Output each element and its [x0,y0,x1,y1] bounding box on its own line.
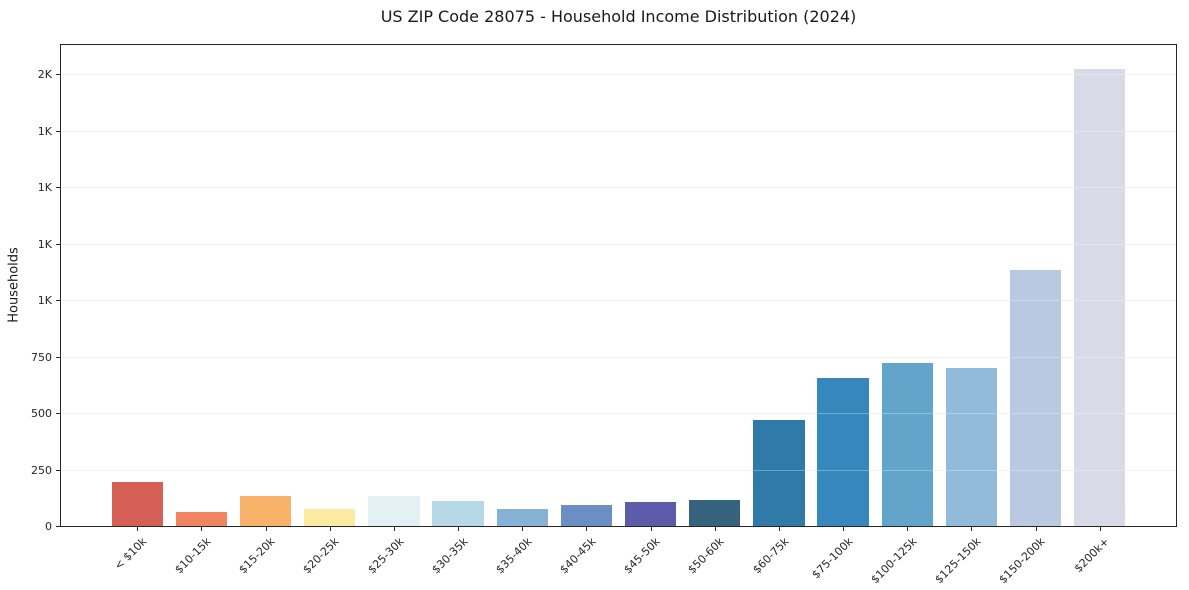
y-tick-label: 1K [37,294,52,308]
x-tick-mark [393,527,395,531]
y-gridline-overlay [61,187,1176,189]
x-tick-label: $40-45k [557,535,599,577]
bar [304,509,356,526]
x-tick-label: $75-100k [809,535,856,582]
x-tick-mark [714,527,716,531]
y-gridline [61,130,1176,132]
y-gridline [61,469,1176,471]
x-tick-label: $35-40k [493,535,535,577]
bar [624,501,677,526]
y-tick-mark [56,300,60,302]
x-tick-mark [971,527,973,531]
y-tick-label: 1K [37,181,52,195]
y-tick-mark [56,243,60,245]
bar [111,481,163,526]
y-gridline [61,74,1176,76]
y-gridline [61,243,1176,245]
y-gridline-overlay [61,469,1176,471]
y-tick-label: 750 [31,350,52,364]
x-tick-mark [522,527,524,531]
x-tick-mark [137,527,139,531]
x-tick-mark [265,527,267,531]
bar [1009,269,1062,526]
x-tick-label: $150-200k [996,535,1048,587]
bar [368,496,420,526]
x-tick-mark [586,527,588,531]
y-tick-mark [56,526,60,527]
bar [945,367,997,526]
y-gridline [61,413,1176,415]
bar [1073,68,1126,526]
y-gridline-overlay [61,243,1176,245]
x-tick-label: $25-30k [364,535,407,577]
y-gridline-overlay [61,130,1176,132]
chart-title: US ZIP Code 28075 - Household Income Dis… [380,7,857,26]
y-gridline [61,356,1176,358]
x-tick-label: $100-125k [868,535,920,587]
y-tick-mark [56,130,60,132]
bar [753,419,805,526]
x-tick-label: $45-50k [621,535,663,577]
y-gridline-overlay [61,300,1176,302]
bar [432,500,484,526]
x-tick-mark [907,527,909,531]
x-tick-label: $10-15k [172,535,214,577]
y-axis-label: Households [6,247,22,323]
bar [881,363,933,526]
x-tick-label: $30-35k [429,535,471,577]
y-tick-mark [56,413,60,415]
gridline-overlay-layer [61,45,1176,526]
x-tick-label: $15-20k [236,535,278,577]
x-tick-mark [458,527,460,531]
y-tick-mark [56,356,60,358]
y-tick-label: 1K [37,124,52,138]
y-tick-mark [56,469,60,471]
x-tick-mark [329,527,331,531]
y-gridline-overlay [61,74,1176,76]
y-tick-label: 2K [37,68,52,82]
y-gridline-overlay [61,356,1176,358]
bars-layer [61,45,1176,526]
bar [496,509,548,526]
y-tick-mark [56,74,60,76]
y-gridline-overlay [61,413,1176,415]
x-tick-mark [201,527,203,531]
y-tick-label: 250 [31,463,52,477]
y-tick-mark [56,187,60,189]
bar [689,500,741,526]
y-tick-label: 0 [45,520,52,533]
x-tick-label: < $10k [111,535,150,573]
x-tick-mark [1099,527,1101,531]
x-tick-label: $200k+ [1071,535,1112,576]
y-gridline [61,187,1176,189]
x-tick-mark [843,527,845,531]
gridline-layer [61,45,1176,526]
x-tick-label: $60-75k [749,535,792,577]
x-tick-label: $20-25k [300,535,342,577]
plot-area [60,44,1177,527]
x-tick-mark [1035,527,1037,531]
y-tick-label: 1K [37,237,52,251]
y-gridline [61,300,1176,302]
bar [175,511,228,526]
x-tick-label: $50-60k [685,535,727,577]
bar [817,378,869,526]
x-tick-mark [778,527,780,531]
bar [560,504,613,526]
bar [239,496,292,526]
x-tick-label: $125-150k [932,535,984,587]
y-tick-label: 500 [31,407,52,421]
x-tick-mark [650,527,652,531]
